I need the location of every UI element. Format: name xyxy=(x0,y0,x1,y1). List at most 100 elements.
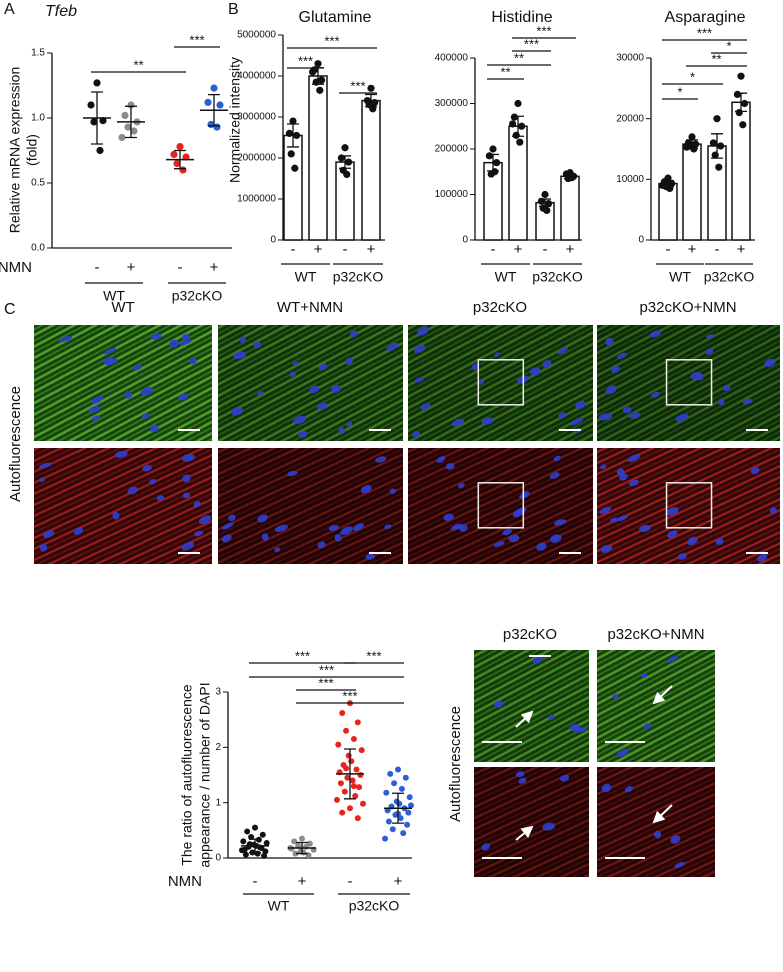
error-bar xyxy=(174,149,186,170)
data-point xyxy=(659,181,667,189)
nucleus xyxy=(38,462,52,469)
nucleus xyxy=(181,454,195,462)
nucleus xyxy=(605,385,617,395)
nucleus xyxy=(553,455,562,462)
nucleus xyxy=(600,544,613,553)
data-point xyxy=(733,90,742,98)
significance-label: *** xyxy=(324,33,339,48)
significance-label: ** xyxy=(514,50,524,65)
nucleus xyxy=(649,330,662,338)
row-label: Autofluorescence xyxy=(7,386,24,502)
micrograph-shade xyxy=(218,448,403,564)
data-point xyxy=(216,101,224,109)
data-point xyxy=(352,793,359,800)
x-tick-label: + xyxy=(210,259,219,276)
nucleus xyxy=(512,509,523,518)
data-point xyxy=(688,133,696,141)
data-point xyxy=(337,780,344,787)
micrograph-shade xyxy=(474,767,589,877)
data-point xyxy=(683,143,691,151)
nucleus xyxy=(141,413,150,419)
data-point xyxy=(389,826,396,833)
nucleus xyxy=(629,412,641,419)
micrograph-shade xyxy=(597,767,715,877)
data-point xyxy=(293,131,301,140)
data-point xyxy=(493,159,501,167)
x-tick-label: + xyxy=(514,241,523,258)
column-label: WT+NMN xyxy=(277,299,343,316)
x-tick-label: - xyxy=(491,241,496,258)
arrow xyxy=(652,804,673,824)
nucleus xyxy=(549,534,562,543)
nucleus xyxy=(274,547,281,553)
data-point xyxy=(402,774,409,781)
bar xyxy=(308,75,328,241)
zoom-box xyxy=(477,359,525,406)
nucleus xyxy=(667,530,678,538)
data-point xyxy=(397,815,404,822)
micrograph-shade xyxy=(408,325,593,441)
nucleus xyxy=(542,360,552,368)
error-bar xyxy=(365,93,377,108)
micrograph xyxy=(34,448,212,564)
nucleus xyxy=(179,339,192,346)
data-point xyxy=(353,766,360,773)
data-point xyxy=(349,777,356,784)
zoom-box xyxy=(665,359,713,406)
nucleus xyxy=(140,386,154,396)
data-point xyxy=(335,741,342,748)
data-point xyxy=(350,736,357,743)
nucleus xyxy=(570,417,583,426)
x-tick-label: + xyxy=(367,241,376,258)
nucleus xyxy=(493,541,505,547)
y-axis-label: (fold) xyxy=(24,134,40,166)
nucleus xyxy=(419,403,431,410)
y-axis-label: The ratio of autofluorescence xyxy=(179,684,195,866)
data-point xyxy=(341,144,349,152)
nucleus xyxy=(518,777,527,784)
data-point xyxy=(300,849,307,856)
nucleus xyxy=(103,357,112,364)
nucleus xyxy=(675,413,689,422)
data-point xyxy=(343,727,350,734)
arrow xyxy=(515,710,534,728)
data-point xyxy=(404,821,411,828)
nucleus xyxy=(412,430,420,438)
nucleus xyxy=(177,393,189,401)
nucleus xyxy=(375,456,387,463)
bar xyxy=(361,99,381,241)
nucleus xyxy=(536,542,547,551)
nucleus xyxy=(292,361,299,366)
data-point xyxy=(170,150,178,158)
y-tick-label: 300000 xyxy=(435,98,469,109)
nucleus xyxy=(690,372,702,380)
y-axis-label: Relative mRNA expression xyxy=(7,67,23,234)
nucleus xyxy=(451,418,465,427)
nucleus xyxy=(230,407,244,416)
nucleus xyxy=(549,472,560,479)
data-point xyxy=(741,99,749,108)
data-point xyxy=(291,164,299,172)
data-point xyxy=(360,800,366,807)
nucleus xyxy=(349,330,358,338)
data-point xyxy=(543,206,551,215)
nucleus xyxy=(228,514,236,522)
data-point xyxy=(514,99,522,108)
nucleus xyxy=(256,391,264,397)
data-point xyxy=(709,139,718,147)
data-point xyxy=(406,794,413,801)
nucleus xyxy=(334,533,342,542)
nucleus xyxy=(88,405,101,413)
group-label: p32cKO xyxy=(349,898,400,914)
nucleus xyxy=(616,352,628,360)
nucleus xyxy=(389,488,396,494)
y-tick-label: 100000 xyxy=(435,189,469,200)
data-point xyxy=(344,774,351,781)
x-tick-label: + xyxy=(314,241,323,258)
y-tick-label: 1 xyxy=(215,797,221,808)
nucleus xyxy=(622,406,632,414)
nucleus xyxy=(756,553,768,562)
nucleus xyxy=(58,335,73,343)
x-tick-label: - xyxy=(178,259,183,276)
micrograph-shade xyxy=(597,650,715,762)
